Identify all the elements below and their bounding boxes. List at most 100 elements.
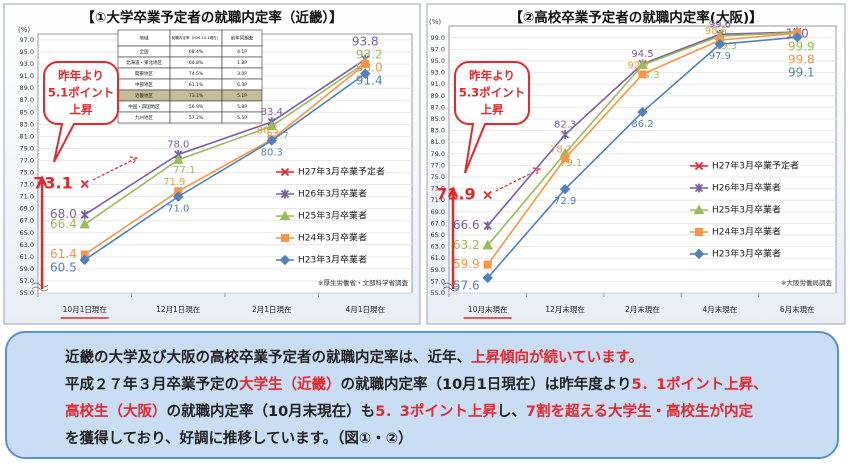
legend-marker	[694, 183, 704, 193]
legend-marker	[280, 167, 290, 177]
value-label: 86.2	[631, 119, 653, 130]
value-label: 78.2	[550, 144, 572, 155]
value-label: 80.3	[261, 148, 283, 159]
y-tick-label: 99.0	[431, 34, 445, 42]
legend-label: H25年3月卒業者	[712, 204, 781, 216]
y-tick-label: 93.0	[20, 60, 34, 68]
value-label: 71.0	[167, 204, 189, 215]
table-cell-text: 中国・四国地区	[128, 103, 160, 110]
table-cell-text: 56.9%	[189, 104, 204, 110]
value-label: 72.9	[554, 196, 576, 207]
table-cell-text: 64.8%	[189, 60, 204, 66]
callout-text: 上昇	[70, 103, 93, 117]
data-point	[792, 32, 803, 43]
source-note: ※厚生労働省・文部科学省調査	[318, 278, 408, 287]
value-label: 71.9	[163, 177, 185, 188]
summary-text: 平成２７年３月卒業予定の	[65, 377, 239, 393]
series-line	[84, 73, 366, 261]
x-tick-label: 10月末現在	[468, 304, 508, 314]
dashed-arrow	[92, 156, 138, 181]
y-tick-label: 61.0	[431, 254, 445, 262]
table-cell-text: 57.2%	[189, 115, 204, 121]
data-point	[483, 221, 492, 231]
legend-marker	[279, 210, 291, 220]
legend-label: H24年3月卒業者	[298, 232, 367, 244]
callout-bubble	[43, 61, 119, 163]
y-tick-label: 89.0	[431, 92, 445, 100]
table-header: 前年同期差	[231, 35, 254, 42]
y-tick-label: 95.0	[20, 48, 34, 56]
legend-label: H27年3月卒業予定者	[712, 160, 799, 172]
table-cell-text: 5.8P	[237, 104, 247, 110]
source-note: ※大阪労働局調査	[781, 278, 832, 287]
legend-label: H25年3月卒業者	[298, 210, 367, 222]
value-label: 83.4	[261, 107, 283, 118]
y-tick-label: 87.0	[431, 103, 445, 111]
summary-text: の就職内定率（10月1日現在）は昨年度より	[340, 377, 632, 393]
y-tick-label: 77.0	[431, 161, 445, 169]
y-tick-label: 75.0	[431, 173, 445, 181]
summary-text: 大学生（近畿）	[239, 377, 341, 393]
data-point	[482, 272, 493, 284]
value-label: 61.4	[50, 247, 77, 261]
y-tick-label: 91.0	[431, 80, 445, 88]
x-tick-label: 4月末現在	[703, 304, 738, 314]
y-tick-label: 55.0	[431, 289, 445, 297]
legend-label: H26年3月卒業者	[298, 188, 367, 200]
table-cell-text: 61.1%	[189, 82, 204, 88]
x-tick-label: 12月末現在	[545, 304, 585, 314]
data-point	[360, 68, 371, 79]
data-point	[637, 106, 648, 118]
legend-label: H23年3月卒業者	[712, 248, 781, 260]
value-label: 93.8	[352, 35, 379, 49]
data-point	[361, 60, 370, 69]
x-tick-label: 12月1日現在	[156, 304, 201, 314]
y-tick-label: 67.0	[431, 219, 445, 227]
table-cell-text: 1.8P	[237, 60, 247, 66]
summary-text: 高校生（大阪）	[65, 404, 167, 420]
y-tick-label: 63.0	[431, 243, 445, 251]
table-cell-text: 全国	[140, 48, 149, 55]
y-tick-label: 59.0	[20, 265, 34, 273]
y-tick-label: 71.0	[431, 196, 445, 204]
table-cell-text: 中部地区	[135, 81, 153, 88]
data-point	[80, 179, 89, 189]
chart-title: 【①大学卒業予定者の就職内定率（近畿）】	[81, 9, 342, 26]
legend-label: H27年3月卒業予定者	[298, 166, 385, 178]
callout-text: 昨年より	[469, 69, 515, 83]
x-tick-label: 2月末現在	[625, 304, 660, 314]
summary-box: 近畿の大学及び大阪の高校卒業予定者の就職内定率は、近年、上昇傾向が続いています。…	[5, 331, 839, 459]
legend-marker	[694, 161, 704, 171]
axis-break	[31, 282, 49, 292]
data-point	[560, 130, 570, 140]
value-label: 66.4	[50, 217, 77, 231]
data-point	[561, 154, 570, 163]
callout-text: 上昇	[481, 103, 504, 117]
legend-marker	[281, 234, 289, 242]
y-tick-label: 85.0	[20, 108, 34, 116]
table-cell-text: 6.3P	[237, 82, 247, 88]
y-tick-label: 71.0	[20, 193, 34, 201]
data-point	[79, 254, 90, 266]
y-tick-label: 81.0	[431, 138, 445, 146]
x-tick-label: 6月末現在	[780, 304, 815, 314]
y-tick-label: 65.0	[20, 229, 34, 237]
table-cell	[221, 111, 263, 124]
value-label: 91.4	[356, 74, 383, 88]
value-label: 57.6	[453, 278, 480, 292]
y-tick-label: 81.0	[20, 132, 34, 140]
data-point	[80, 210, 89, 220]
value-label: 66.6	[453, 218, 480, 232]
y-tick-label: 79.0	[431, 150, 445, 158]
y-axis-label: (%)	[18, 26, 30, 34]
data-point	[483, 190, 492, 200]
legend-marker	[693, 204, 705, 214]
table-cell-text: 3.0P	[237, 71, 247, 77]
summary-text: の就職内定率（10月末現在）も	[166, 404, 376, 420]
summary-line: 高校生（大阪）の就職内定率（10月末現在）も5．3ポイント上昇し、7割を超える大…	[65, 399, 837, 426]
x-tick-label: 4月1日現在	[345, 304, 385, 314]
y-tick-label: 69.0	[20, 205, 34, 213]
y-tick-label: 57.0	[20, 277, 34, 285]
data-point	[173, 191, 184, 202]
summary-line: 近畿の大学及び大阪の高校卒業予定者の就職内定率は、近年、上昇傾向が続いています。	[65, 345, 837, 372]
